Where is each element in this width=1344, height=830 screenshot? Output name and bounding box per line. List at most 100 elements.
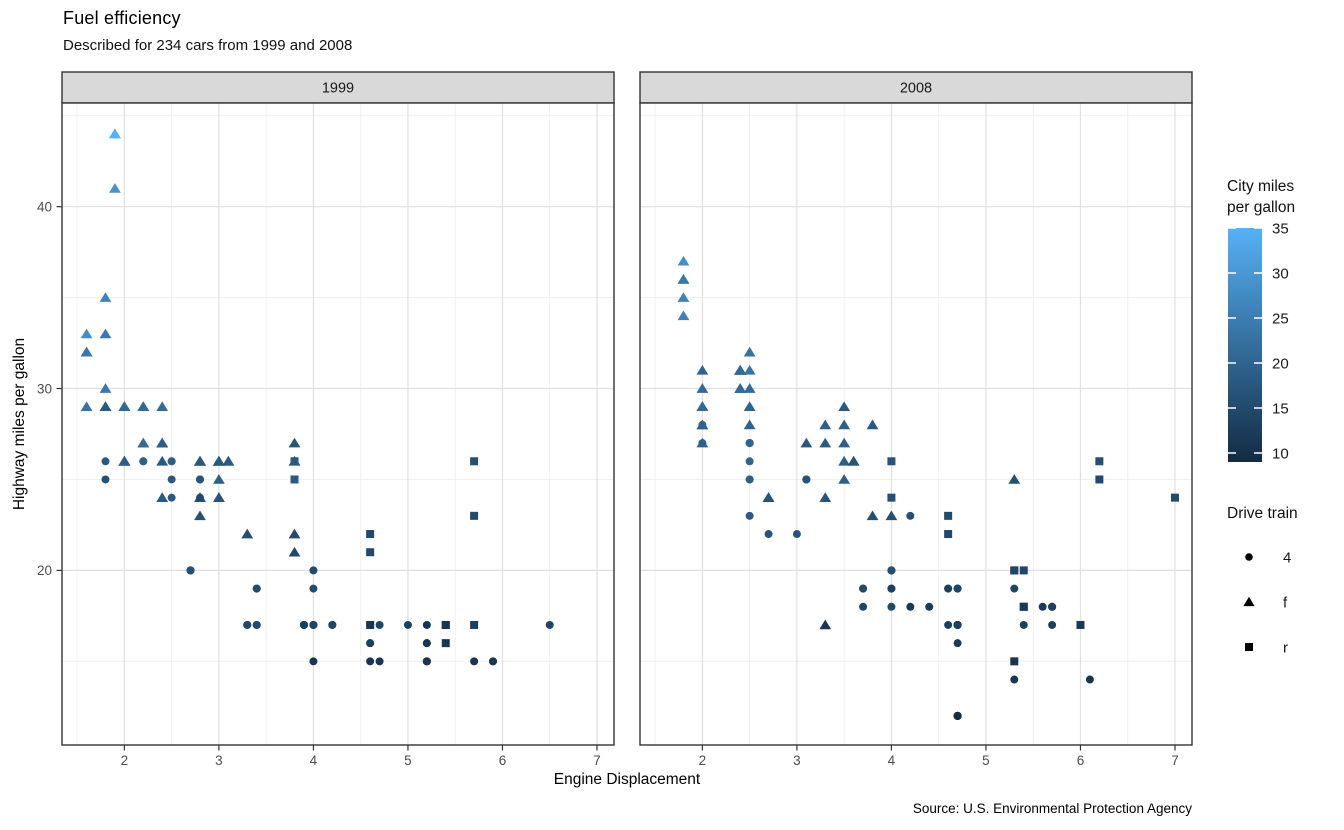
data-point <box>677 292 690 302</box>
data-point <box>252 584 261 593</box>
colorbar-tick-label: 15 <box>1272 401 1289 418</box>
data-point <box>887 584 896 593</box>
data-point <box>1085 675 1094 684</box>
data-point <box>422 620 431 629</box>
data-point <box>309 657 318 666</box>
shape-legend: 4 f r <box>1243 550 1291 657</box>
data-point <box>109 128 121 139</box>
data-point <box>241 528 254 539</box>
data-point <box>944 584 953 593</box>
data-point <box>745 439 754 448</box>
facet-panel-2008: 2008 2 3 4 5 6 7 <box>639 71 1193 768</box>
data-point <box>847 455 860 466</box>
shape-legend-item-f: f <box>1243 595 1288 612</box>
data-point <box>838 437 851 448</box>
x-tick-label: 5 <box>404 753 412 768</box>
data-point <box>743 383 756 393</box>
colorbar-legend: 10 15 20 25 30 35 <box>1228 221 1289 463</box>
data-point <box>743 346 756 357</box>
data-point <box>1048 602 1057 611</box>
data-point <box>156 437 169 448</box>
panel-border <box>61 102 615 746</box>
data-point <box>470 457 479 466</box>
data-point <box>489 657 498 666</box>
data-point <box>1010 566 1019 575</box>
data-point <box>213 474 225 484</box>
data-point <box>288 546 301 557</box>
data-point <box>375 620 384 629</box>
data-point <box>764 530 773 539</box>
data-point <box>101 457 110 466</box>
x-tick-label: 2 <box>699 753 707 768</box>
data-point <box>99 383 112 393</box>
data-point <box>422 657 431 666</box>
x-tick-label: 7 <box>593 753 601 768</box>
data-point <box>859 584 868 593</box>
x-tick-label: 5 <box>982 753 990 768</box>
data-point <box>1038 602 1047 611</box>
data-point <box>470 620 479 629</box>
colorbar-tick-label: 25 <box>1272 311 1289 328</box>
x-tick-label: 2 <box>121 753 129 768</box>
data-point <box>99 292 112 302</box>
data-point <box>328 620 337 629</box>
x-axis-title: Engine Displacement <box>553 771 701 788</box>
data-point <box>213 492 225 502</box>
data-point <box>1010 675 1019 684</box>
data-point <box>887 493 896 502</box>
data-point <box>441 639 450 648</box>
triangle-icon <box>1243 596 1255 607</box>
data-point <box>792 530 801 539</box>
data-point <box>99 328 112 339</box>
data-point <box>403 620 412 629</box>
shape-legend-item-4: 4 <box>1245 550 1291 567</box>
data-point <box>743 364 756 375</box>
data-point <box>819 619 832 630</box>
data-point <box>441 620 450 629</box>
data-point <box>819 492 832 502</box>
data-point <box>906 602 915 611</box>
data-point <box>838 401 851 412</box>
data-point <box>470 657 479 666</box>
data-point <box>156 492 169 502</box>
facet-strip <box>639 71 1193 104</box>
data-point <box>734 364 747 375</box>
data-point <box>545 620 554 629</box>
data-point <box>366 639 375 648</box>
data-point <box>366 530 375 539</box>
data-point <box>1019 602 1028 611</box>
data-point <box>290 457 299 466</box>
chart-subtitle: Described for 234 cars from 1999 and 200… <box>63 37 353 54</box>
data-point <box>1076 620 1085 629</box>
colorbar-tick-label: 10 <box>1272 446 1289 463</box>
data-point <box>222 455 235 466</box>
data-point <box>734 383 747 393</box>
y-tick-label: 40 <box>37 199 52 214</box>
data-point <box>80 328 93 339</box>
data-point <box>953 711 962 720</box>
data-point <box>366 548 375 557</box>
data-point <box>802 475 811 484</box>
data-point <box>819 437 832 448</box>
data-point <box>838 419 851 430</box>
shape-legend-title: Drive train <box>1227 505 1298 522</box>
data-point <box>422 639 431 648</box>
data-point <box>925 602 934 611</box>
x-tick-label: 6 <box>1077 753 1085 768</box>
colorbar-tick-label: 20 <box>1272 356 1289 373</box>
data-point <box>944 620 953 629</box>
data-point <box>696 401 709 412</box>
colorbar-legend-title: City miles per gallon <box>1227 178 1296 216</box>
data-point <box>99 401 112 412</box>
data-point <box>309 566 318 575</box>
data-point <box>470 511 479 520</box>
shape-legend-label: 4 <box>1283 550 1291 567</box>
x-tick-label: 6 <box>499 753 507 768</box>
points-layer-1999 <box>80 128 554 666</box>
chart-caption: Source: U.S. Environmental Protection Ag… <box>912 801 1192 816</box>
x-tick-label: 4 <box>888 753 896 768</box>
data-point <box>696 364 709 375</box>
data-point <box>194 510 206 521</box>
data-point <box>137 437 150 448</box>
